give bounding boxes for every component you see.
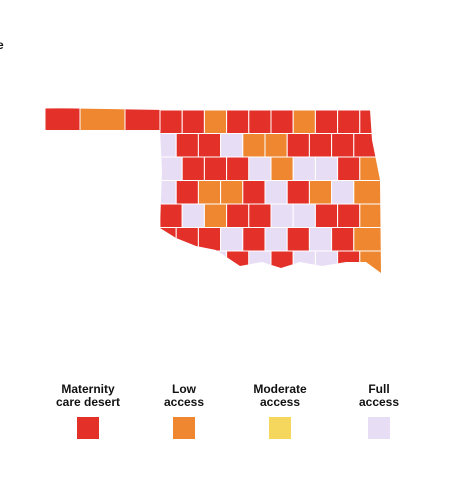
county xyxy=(337,156,361,181)
county xyxy=(314,156,339,181)
county xyxy=(331,133,355,158)
county xyxy=(248,156,272,181)
county xyxy=(197,180,222,205)
county xyxy=(159,203,183,228)
legend-label: access xyxy=(359,395,399,409)
county xyxy=(264,180,288,205)
county xyxy=(203,250,228,273)
legend-label: care desert xyxy=(56,395,120,409)
county xyxy=(226,250,250,273)
county xyxy=(359,156,381,181)
county xyxy=(203,203,228,228)
county xyxy=(264,227,288,252)
county xyxy=(226,156,250,181)
county xyxy=(226,109,250,134)
county xyxy=(337,109,361,134)
county xyxy=(270,250,294,273)
county xyxy=(270,109,294,134)
county xyxy=(242,180,266,205)
county xyxy=(153,227,177,252)
county xyxy=(286,133,310,158)
county xyxy=(331,180,355,205)
county-map xyxy=(45,108,381,273)
legend-label: Maternity xyxy=(61,382,115,396)
county xyxy=(353,180,381,205)
county xyxy=(292,203,316,228)
county xyxy=(203,109,228,134)
legend-label: access xyxy=(260,395,300,409)
county xyxy=(308,133,333,158)
county xyxy=(181,203,205,228)
county xyxy=(248,250,272,273)
county xyxy=(242,133,266,158)
county xyxy=(175,133,199,158)
county xyxy=(337,250,361,273)
legend-swatch xyxy=(173,417,195,439)
county xyxy=(314,203,339,228)
county xyxy=(197,133,222,158)
county xyxy=(45,108,81,133)
county xyxy=(264,133,288,158)
county xyxy=(270,156,294,181)
county xyxy=(220,133,244,158)
county xyxy=(220,227,244,252)
county xyxy=(308,227,333,252)
county xyxy=(181,250,205,273)
county xyxy=(197,227,222,252)
county xyxy=(353,133,381,158)
county xyxy=(175,227,199,252)
county xyxy=(359,203,381,228)
county xyxy=(175,180,199,205)
county xyxy=(308,180,333,205)
county xyxy=(292,109,316,134)
county xyxy=(292,156,316,181)
county xyxy=(314,109,339,134)
county xyxy=(181,156,205,181)
county xyxy=(242,227,266,252)
county xyxy=(159,250,183,273)
legend-label: access xyxy=(164,395,204,409)
legend-label: Low xyxy=(172,382,197,396)
county xyxy=(359,250,381,273)
county xyxy=(359,109,381,134)
cropped-text: e xyxy=(0,38,4,52)
county xyxy=(248,109,272,134)
county xyxy=(159,156,183,181)
legend-swatch xyxy=(368,417,390,439)
county xyxy=(292,250,316,273)
county xyxy=(337,203,361,228)
county xyxy=(286,227,310,252)
county xyxy=(203,156,228,181)
county xyxy=(153,180,177,205)
county xyxy=(159,109,183,134)
county xyxy=(226,203,250,228)
county xyxy=(153,133,177,158)
county xyxy=(124,108,164,133)
county xyxy=(79,108,126,133)
county xyxy=(270,203,294,228)
legend-swatch xyxy=(77,417,99,439)
county xyxy=(331,227,355,252)
legend-swatch xyxy=(269,417,291,439)
county xyxy=(286,180,310,205)
county xyxy=(314,250,339,273)
county xyxy=(220,180,244,205)
county xyxy=(181,109,205,134)
county xyxy=(248,203,272,228)
legend-label: Moderate xyxy=(253,382,307,396)
county xyxy=(353,227,381,252)
legend-label: Full xyxy=(368,382,389,396)
